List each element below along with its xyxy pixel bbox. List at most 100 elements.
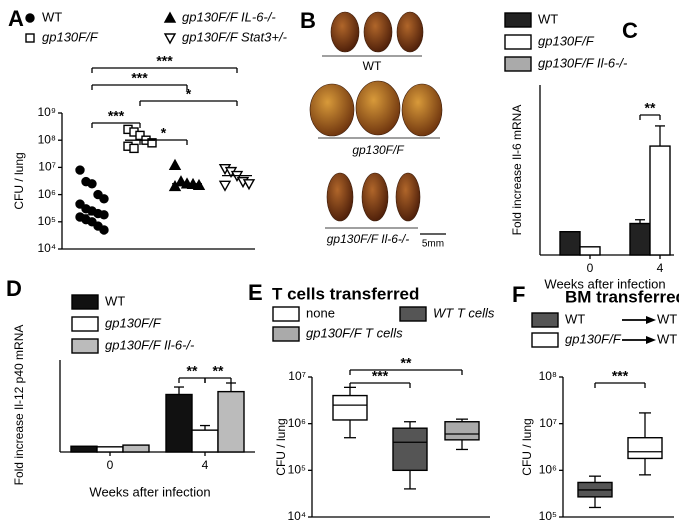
y-tick-label: 10⁴ xyxy=(287,509,306,523)
image-caption: gp130F/F xyxy=(352,143,404,157)
significance-label: ** xyxy=(645,100,656,116)
significance-label: * xyxy=(161,125,167,141)
legend-label: gp130F/F xyxy=(105,315,162,330)
panel-letter: D xyxy=(6,276,22,301)
legend-swatch xyxy=(531,312,559,328)
legend-label: gp130F/F T cells xyxy=(306,325,403,340)
panel-letter: E xyxy=(248,280,263,305)
bar xyxy=(579,246,601,256)
legend-marker xyxy=(163,33,177,45)
legend-swatch xyxy=(71,338,99,354)
legend-label: gp130F/F xyxy=(565,331,622,346)
legend-label: gp130F/F Il-6-/- xyxy=(538,55,628,70)
bar xyxy=(191,429,219,453)
y-tick-label: 10⁵ xyxy=(288,463,306,477)
data-point xyxy=(87,179,97,189)
legend-label: WT xyxy=(565,311,585,326)
legend-swatch xyxy=(531,332,559,348)
panel-letter: A xyxy=(8,6,24,31)
data-point xyxy=(75,199,85,209)
legend-label: gp130F/F IL-6-/- xyxy=(182,9,276,24)
y-axis-label: CFU / lung xyxy=(12,152,26,209)
image-caption: WT xyxy=(363,59,382,73)
x-tick-label: 4 xyxy=(202,458,209,472)
data-point xyxy=(147,138,157,148)
legend-label: gp130F/F xyxy=(42,29,99,44)
data-point xyxy=(75,165,85,175)
y-tick-label: 10⁷ xyxy=(539,416,557,430)
x-tick-label: 0 xyxy=(587,261,594,275)
significance-label: *** xyxy=(108,108,125,124)
data-point xyxy=(192,178,206,190)
organ-image xyxy=(355,80,401,136)
chart-title: BM transferred xyxy=(565,287,679,306)
bar xyxy=(165,393,193,453)
organ-image xyxy=(309,83,355,137)
bar xyxy=(629,222,651,256)
x-axis-label: Weeks after infection xyxy=(89,484,210,499)
bar xyxy=(70,445,98,453)
legend-label: WT xyxy=(105,293,125,308)
significance-label: *** xyxy=(131,70,148,86)
organ-image xyxy=(396,11,424,53)
chart-title: T cells transferred xyxy=(272,284,419,303)
y-tick-label: 10⁵ xyxy=(539,509,557,523)
bar xyxy=(649,145,671,256)
y-tick-label: 10⁷ xyxy=(288,369,306,383)
x-tick-label: 0 xyxy=(107,458,114,472)
panel-letter: B xyxy=(300,8,316,33)
bar xyxy=(122,444,150,453)
legend-swatch xyxy=(71,294,99,310)
legend-marker xyxy=(25,33,35,43)
y-tick-label: 10⁹ xyxy=(38,105,57,119)
legend-swatch xyxy=(399,306,427,322)
y-tick-label: 10⁸ xyxy=(38,132,56,146)
image-caption: gp130F/F Il-6-/- xyxy=(327,232,409,246)
y-tick-label: 10⁸ xyxy=(539,369,557,383)
y-axis-label: CFU / lung xyxy=(274,418,288,475)
panel-letter: F xyxy=(512,282,525,307)
y-tick-label: 10⁶ xyxy=(288,416,306,430)
panel-letter: C xyxy=(622,18,638,43)
y-tick-label: 10⁶ xyxy=(38,187,56,201)
legend-label: gp130F/F Stat3+/- xyxy=(182,29,288,44)
legend-swatch xyxy=(272,306,300,322)
organ-image xyxy=(361,172,389,222)
significance-label: *** xyxy=(372,368,389,384)
legend-recipient: WT xyxy=(657,331,677,346)
y-tick-label: 10⁵ xyxy=(38,214,56,228)
box xyxy=(444,421,480,441)
organ-image xyxy=(363,11,393,53)
data-point xyxy=(129,143,139,154)
legend-swatch xyxy=(71,316,99,332)
legend-label: WT xyxy=(538,11,558,26)
legend-marker xyxy=(163,11,177,23)
data-point xyxy=(168,158,182,170)
significance-label: *** xyxy=(612,368,629,384)
legend-label: gp130F/F xyxy=(538,33,595,48)
organ-image xyxy=(330,11,360,53)
data-point xyxy=(242,179,256,191)
data-point xyxy=(99,225,109,235)
significance-label: * xyxy=(186,86,192,102)
y-axis-label: Fold increase Il-6 mRNA xyxy=(510,105,524,236)
significance-label: ** xyxy=(213,363,224,379)
legend-label: gp130F/F Il-6-/- xyxy=(105,337,195,352)
y-tick-label: 10⁶ xyxy=(539,463,557,477)
organ-image xyxy=(326,172,354,222)
x-tick-label: 4 xyxy=(657,261,664,275)
legend-swatch xyxy=(504,56,532,72)
data-point xyxy=(99,194,109,204)
legend-swatch xyxy=(504,12,532,28)
data-point xyxy=(168,179,182,192)
legend-label: WT xyxy=(42,9,62,24)
legend-swatch xyxy=(504,34,532,50)
y-tick-label: 10⁷ xyxy=(38,160,56,174)
box xyxy=(392,427,428,472)
organ-image xyxy=(401,83,443,137)
y-axis-label: CFU / lung xyxy=(520,418,534,475)
bar xyxy=(217,390,245,453)
legend-marker xyxy=(25,13,35,23)
